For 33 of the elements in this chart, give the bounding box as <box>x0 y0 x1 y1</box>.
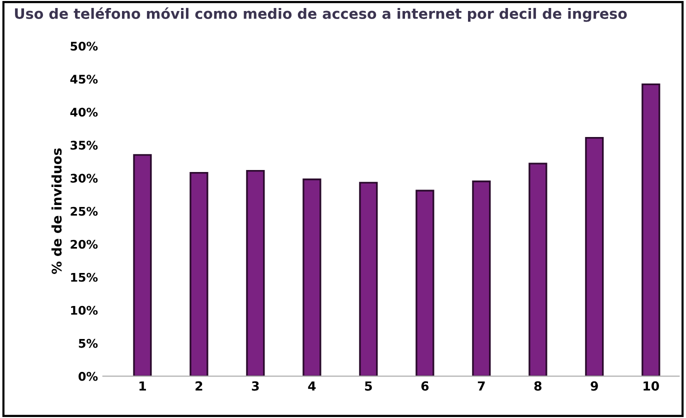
y-tick-label: 50% <box>70 42 98 51</box>
x-tick-label: 2 <box>196 381 202 391</box>
y-tick-label: 5% <box>78 338 98 348</box>
y-tick-label: 30% <box>70 174 98 183</box>
y-tick-label: 10% <box>71 306 98 315</box>
y-tick-label: 20% <box>70 240 98 249</box>
bar <box>190 172 208 376</box>
x-tick-label: 7 <box>478 381 485 391</box>
x-tick-label: 8 <box>534 381 542 391</box>
y-tick-label: 25% <box>70 206 98 216</box>
bar <box>133 154 152 376</box>
bar <box>585 136 604 376</box>
bar <box>528 162 548 376</box>
bar <box>416 190 434 376</box>
bar <box>359 182 378 376</box>
bar <box>472 180 491 376</box>
y-axis-title: % de de inviduos <box>51 148 62 274</box>
bar <box>302 178 322 376</box>
y-tick-label: 45% <box>70 74 98 84</box>
x-tick-label: 5 <box>365 381 372 391</box>
bar <box>642 83 660 376</box>
bar <box>246 170 265 376</box>
x-tick-label: 9 <box>590 381 598 391</box>
y-tick-label: 0% <box>78 372 98 381</box>
x-tick-label: 3 <box>252 381 259 391</box>
x-tick-label: 10 <box>644 381 659 391</box>
x-tick-label: 1 <box>140 381 146 391</box>
x-tick-label: 4 <box>308 381 316 391</box>
y-tick-label: 35% <box>70 140 98 150</box>
x-tick-label: 6 <box>421 381 429 391</box>
y-tick-label: 40% <box>70 108 98 117</box>
y-tick-label: 15% <box>71 272 98 282</box>
chart-title: Uso de teléfono móvil como medio de acceso a internet por decil de ingreso <box>15 7 627 22</box>
